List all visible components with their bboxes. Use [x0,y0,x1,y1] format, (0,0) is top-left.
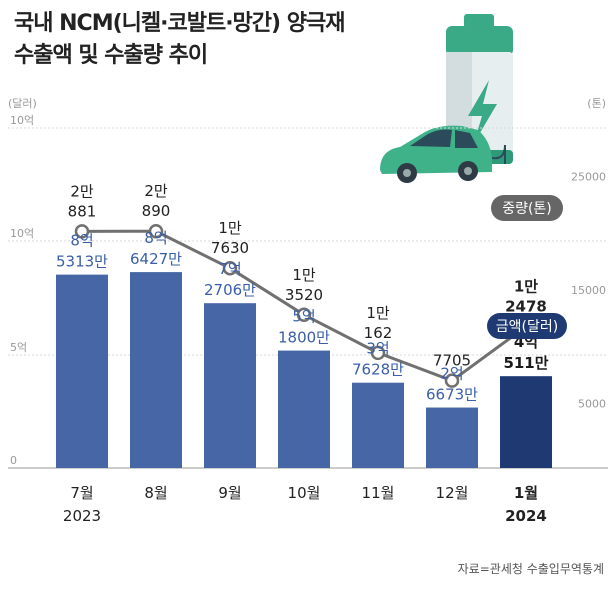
left-tick-label: 10억 [10,227,34,240]
lightning-icon [468,80,497,143]
weight-label-top: 2만 [70,182,94,200]
amount-label-bottom: 511만 [503,354,548,372]
x-tick-month: 12월 [436,484,469,502]
weight-label-top: 1만 [514,278,538,296]
x-tick-month: 8월 [144,484,167,502]
weight-point [222,260,238,276]
left-tick-label: 5억 [10,341,27,354]
amount-label-top: 8억 [70,232,93,250]
x-tick-year: 2023 [63,507,101,525]
amount-label-bottom: 2706만 [204,281,256,299]
legend-weight-text: 중량(톤) [502,201,552,217]
weight-label-bottom: 3520 [285,286,323,304]
weight-label-top: 2만 [144,182,168,200]
right-tick-label: 15000 [571,284,606,297]
weight-point [296,307,312,323]
title-line-2: 수출액 및 수출량 추이 [14,43,208,68]
amount-label-bottom: 5313만 [56,253,108,271]
weight-label-bottom: 2478 [505,298,547,316]
source-note: 자료=관세청 수출입무역통계 [457,562,604,576]
amount-label-top: 5억 [292,308,315,326]
amount-label-top: 3억 [366,340,389,358]
amount-bar [352,382,404,468]
chart-title: 국내 NCM(니켈·코발트·망간) 양극재 수출액 및 수출량 추이 [14,8,345,72]
weight-label-top: 1만 [292,266,316,284]
amount-bar [500,376,552,468]
weight-label-bottom: 7705 [433,352,471,370]
amount-label-bottom: 6673만 [426,386,478,404]
weight-label-top: 1만 [366,304,390,322]
right-tick-label: 25000 [571,171,606,184]
amount-bar [204,303,256,468]
legend-amount-bg [487,313,567,339]
left-tick-label: 10억 [10,114,34,127]
weight-point [148,223,164,239]
amount-label-bottom: 6427만 [130,250,182,268]
electric-car-icon [380,125,506,183]
x-tick-month: 9월 [218,484,241,502]
title-line-1: 국내 NCM(니켈·코발트·망간) 양극재 [14,11,345,36]
weight-label-bottom: 881 [68,202,97,220]
amount-label-bottom: 7628만 [352,361,404,379]
weight-point [74,224,90,239]
weight-label-bottom: 7630 [211,239,249,257]
amount-label-bottom: 1800만 [278,329,330,347]
x-tick-month: 10월 [288,484,321,502]
amount-label-top: 7억 [218,260,241,278]
weight-point [370,345,386,361]
right-axis-unit: (톤) [587,97,606,110]
amount-label-top: 2억 [440,365,463,383]
weight-label-bottom: 890 [142,202,171,220]
amount-bar [130,272,182,468]
x-tick-year: 2024 [505,507,547,525]
weight-label-bottom: 162 [364,324,393,342]
amount-label-top: 8억 [144,229,167,247]
x-tick-month: 1월 [514,484,538,502]
legend-weight-bg [491,195,563,221]
x-tick-month: 7월 [70,484,93,502]
left-axis-unit: (달러) [8,97,37,110]
amount-bar [426,407,478,468]
amount-bar [278,350,330,468]
weight-label-top: 1만 [218,219,242,237]
amount-bar [56,274,108,468]
legend-amount-text: 금액(달러) [496,319,558,335]
x-tick-month: 11월 [362,484,395,502]
right-tick-label: 5000 [578,397,606,410]
left-tick-label: 0 [10,454,17,467]
weight-point [444,373,460,388]
